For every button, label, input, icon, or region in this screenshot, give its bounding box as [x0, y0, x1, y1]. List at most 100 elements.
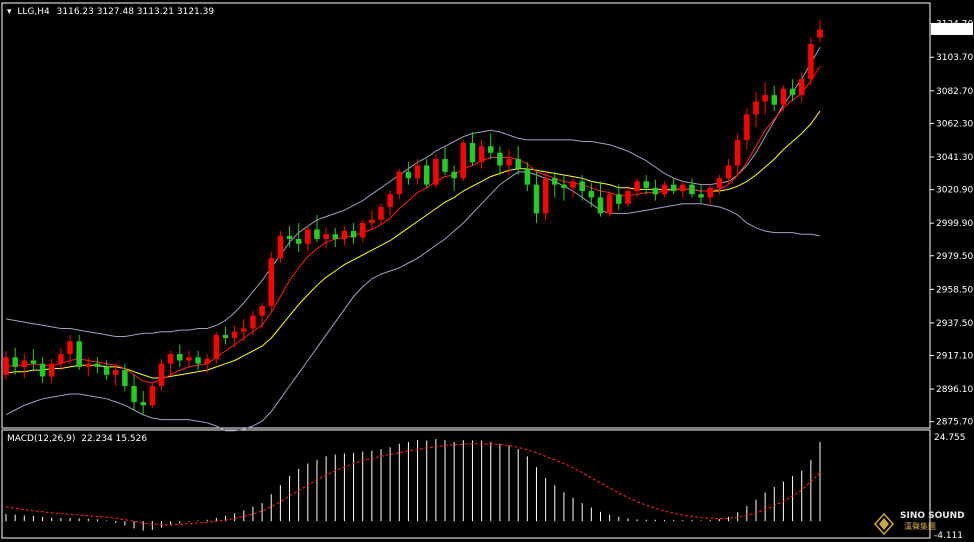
- candle-body: [515, 159, 521, 169]
- candle-body: [30, 360, 37, 364]
- candle: [103, 360, 110, 380]
- candle-body: [177, 354, 183, 361]
- candle: [808, 37, 814, 86]
- candle-body: [305, 229, 311, 244]
- candle-body: [707, 187, 713, 198]
- candle-body: [771, 95, 778, 105]
- candle-body: [359, 223, 366, 238]
- candle-body: [661, 184, 668, 195]
- macd-tick-label: 24.755: [934, 433, 966, 443]
- candle: [524, 162, 531, 192]
- macd-tick-label: -4.111: [934, 531, 963, 541]
- candle-body: [670, 184, 677, 192]
- current-price-label: 3121.39: [934, 25, 971, 35]
- candle-body: [808, 43, 814, 80]
- candle: [515, 146, 521, 176]
- candle: [323, 227, 329, 249]
- candle: [698, 184, 704, 204]
- candle-body: [716, 178, 723, 188]
- price-tick-label: 3020.90: [936, 186, 973, 196]
- candle: [616, 184, 622, 211]
- band-upper-line: [5, 46, 821, 337]
- candle: [552, 171, 558, 198]
- candle-body: [131, 386, 137, 403]
- candle: [48, 358, 55, 383]
- candle-body: [561, 184, 567, 188]
- candle: [469, 131, 476, 166]
- candle: [753, 91, 759, 128]
- candle: [597, 181, 604, 217]
- candle: [213, 331, 220, 364]
- price-tick-label: 2875.70: [936, 418, 973, 428]
- candle-body: [606, 194, 613, 214]
- candle: [780, 85, 787, 112]
- ma-slow-line: [5, 110, 821, 379]
- macd-header: MACD(12,26,9) 22.234 15.526: [7, 434, 147, 444]
- candle-body: [643, 181, 649, 188]
- candle-body: [460, 143, 467, 179]
- candle: [85, 357, 92, 377]
- candle-body: [552, 178, 558, 185]
- candle: [798, 72, 805, 102]
- candle-body: [680, 184, 686, 192]
- candle-body: [250, 315, 256, 329]
- macd-signal-line: [5, 443, 821, 526]
- candle: [423, 159, 430, 188]
- candle-body: [158, 363, 165, 387]
- candle-body: [579, 181, 585, 192]
- candle-body: [451, 171, 457, 179]
- symbol-header: ▾ LLG,H4 3116.23 3127.48 3113.21 3121.39: [7, 7, 214, 17]
- candle-body: [588, 191, 595, 198]
- watermark-brand: SINO SOUND: [900, 511, 965, 521]
- candle-body: [231, 331, 238, 339]
- candle: [670, 178, 677, 195]
- candle-body: [570, 181, 576, 188]
- candle: [195, 350, 201, 371]
- price-tick-label: 2937.50: [936, 319, 973, 329]
- candle-body: [67, 341, 73, 355]
- candle-body: [21, 360, 28, 367]
- candle-body: [497, 152, 503, 166]
- candle-body: [12, 357, 18, 367]
- candle-body: [817, 29, 823, 38]
- candle-body: [103, 366, 110, 375]
- candle: [744, 107, 750, 150]
- candle-body: [789, 88, 796, 96]
- candle-body: [780, 88, 787, 105]
- candle: [634, 178, 640, 198]
- candle: [277, 230, 284, 263]
- candle-body: [405, 171, 412, 179]
- price-tick-label: 3041.30: [936, 153, 973, 163]
- candle: [21, 354, 28, 379]
- price-tick-label: 3062.30: [936, 119, 973, 129]
- candle: [186, 350, 192, 367]
- candle: [817, 20, 823, 43]
- candle: [405, 162, 412, 185]
- candle-body: [204, 358, 210, 364]
- candle: [332, 227, 339, 247]
- price-panel-border: [1, 2, 931, 429]
- candle-body: [387, 194, 393, 208]
- candle: [286, 226, 293, 247]
- candle: [734, 133, 741, 176]
- candle-body: [616, 194, 622, 204]
- candle-body: [113, 370, 119, 375]
- candle-body: [213, 334, 220, 359]
- candle-body: [341, 230, 348, 239]
- candle-body: [268, 258, 274, 307]
- price-axis: 3124.703103.703082.703062.303041.303020.…: [930, 20, 973, 541]
- candle-body: [241, 328, 247, 332]
- candle: [487, 133, 494, 160]
- candle: [570, 178, 576, 198]
- candle: [625, 187, 631, 208]
- candle-body: [734, 139, 741, 166]
- candle-body: [314, 229, 320, 239]
- candle: [533, 171, 540, 223]
- candle-body: [433, 159, 439, 185]
- candle-body: [332, 234, 339, 239]
- chart-frame: [1, 2, 931, 539]
- candle: [3, 350, 9, 380]
- symbol-label: LLG,H4: [17, 7, 50, 17]
- candle: [359, 219, 366, 243]
